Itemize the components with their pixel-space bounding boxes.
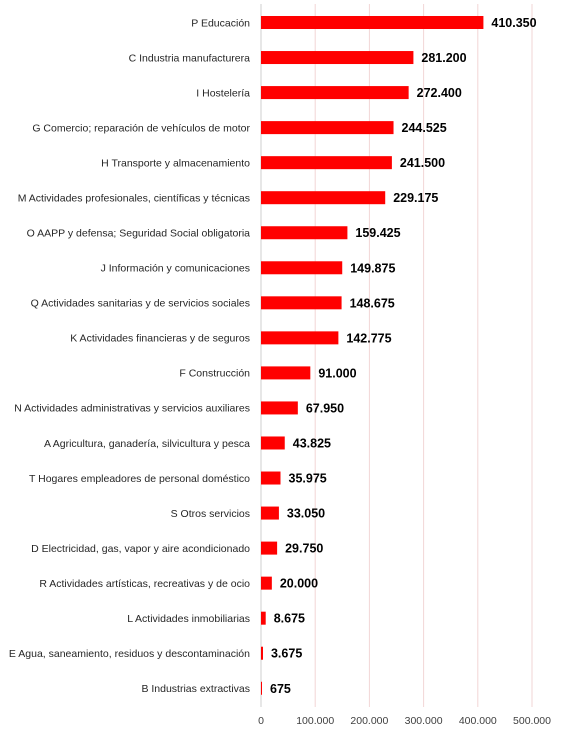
value-label: 675: [270, 682, 291, 696]
value-label: 244.525: [402, 121, 447, 135]
x-tick-label: 0: [258, 715, 264, 727]
value-label: 29.750: [285, 542, 323, 556]
value-label: 159.425: [355, 226, 400, 240]
value-label: 148.675: [350, 296, 395, 310]
value-label: 35.975: [289, 472, 327, 486]
category-labels: P Educación C Industria manufacturera I Ho…: [9, 17, 251, 695]
category-label: H Transporte y almacenamiento: [101, 157, 250, 169]
category-label: B Industrias extractivas: [141, 683, 250, 695]
category-label: K Actividades financieras y de seguros: [70, 333, 250, 345]
category-label: C Industria manufacturera: [129, 52, 251, 64]
category-label: O AAPP y defensa; Seguridad Social oblig…: [27, 228, 251, 240]
category-label: M Actividades profesionales, científicas…: [18, 193, 250, 205]
category-label: S Otros servicios: [171, 508, 250, 520]
x-tick-labels: 0 100.000 200.000 300.000 400.000 500.000: [258, 715, 551, 727]
bar: [261, 436, 285, 450]
bar: [261, 226, 348, 240]
category-label: N Actividades administrativas y servicio…: [14, 403, 250, 415]
category-label: A Agricultura, ganadería, silvicultura y…: [44, 438, 250, 450]
bar: [261, 191, 386, 205]
bars: [261, 16, 484, 695]
value-label: 67.950: [306, 401, 344, 415]
value-labels: 410.350 281.200 272.400 244.525 241.500 229.1…: [270, 16, 537, 696]
x-tick-label: 200.000: [350, 715, 388, 727]
bar: [261, 471, 281, 485]
bar: [261, 366, 311, 380]
value-label: 241.500: [400, 156, 445, 170]
category-label: L Actividades inmobiliarias: [127, 613, 250, 625]
value-label: 149.875: [350, 261, 395, 275]
bar: [261, 16, 484, 29]
category-label: P Educación: [191, 17, 250, 29]
category-label: Q Actividades sanitarias y de servicios …: [31, 298, 250, 310]
value-label: 281.200: [421, 51, 466, 65]
bar: [261, 401, 298, 415]
category-label: G Comercio; reparación de vehículos de m…: [32, 122, 250, 134]
category-label: J Información y comunicaciones: [101, 263, 250, 275]
bar: [261, 296, 342, 310]
category-label: E Agua, saneamiento, residuos y desconta…: [9, 648, 250, 660]
category-label: I Hostelería: [196, 87, 250, 99]
value-label: 272.400: [417, 86, 462, 100]
x-tick-label: 300.000: [405, 715, 443, 727]
bar: [261, 121, 394, 135]
value-label: 229.175: [393, 191, 438, 205]
category-label: R Actividades artísticas, recreativas y …: [39, 578, 250, 590]
x-tick-label: 400.000: [459, 715, 497, 727]
x-tick-label: 500.000: [513, 715, 551, 727]
bar: [261, 611, 266, 625]
x-tick-label: 100.000: [296, 715, 334, 727]
value-label: 43.825: [293, 436, 331, 450]
grid-lines: [314, 4, 533, 707]
value-label: 8.675: [274, 612, 305, 626]
category-label: T Hogares empleadores de personal domést…: [29, 473, 250, 485]
bar: [261, 541, 278, 555]
category-label: F Construcción: [179, 368, 250, 380]
bar: [261, 506, 279, 520]
bar: [261, 51, 414, 65]
value-label: 33.050: [287, 507, 325, 521]
category-label: D Electricidad, gas, vapor y aire acondi…: [31, 543, 250, 555]
value-label: 3.675: [271, 647, 302, 661]
bar: [261, 86, 409, 100]
value-label: 91.000: [318, 366, 356, 380]
value-label: 142.775: [346, 331, 391, 345]
bar: [261, 576, 272, 590]
bar: [261, 681, 262, 695]
bar: [261, 646, 263, 660]
value-label: 410.350: [491, 16, 536, 30]
value-label: 20.000: [280, 577, 318, 591]
bar: [261, 331, 339, 345]
bar: [261, 156, 392, 170]
bar: [261, 261, 343, 275]
